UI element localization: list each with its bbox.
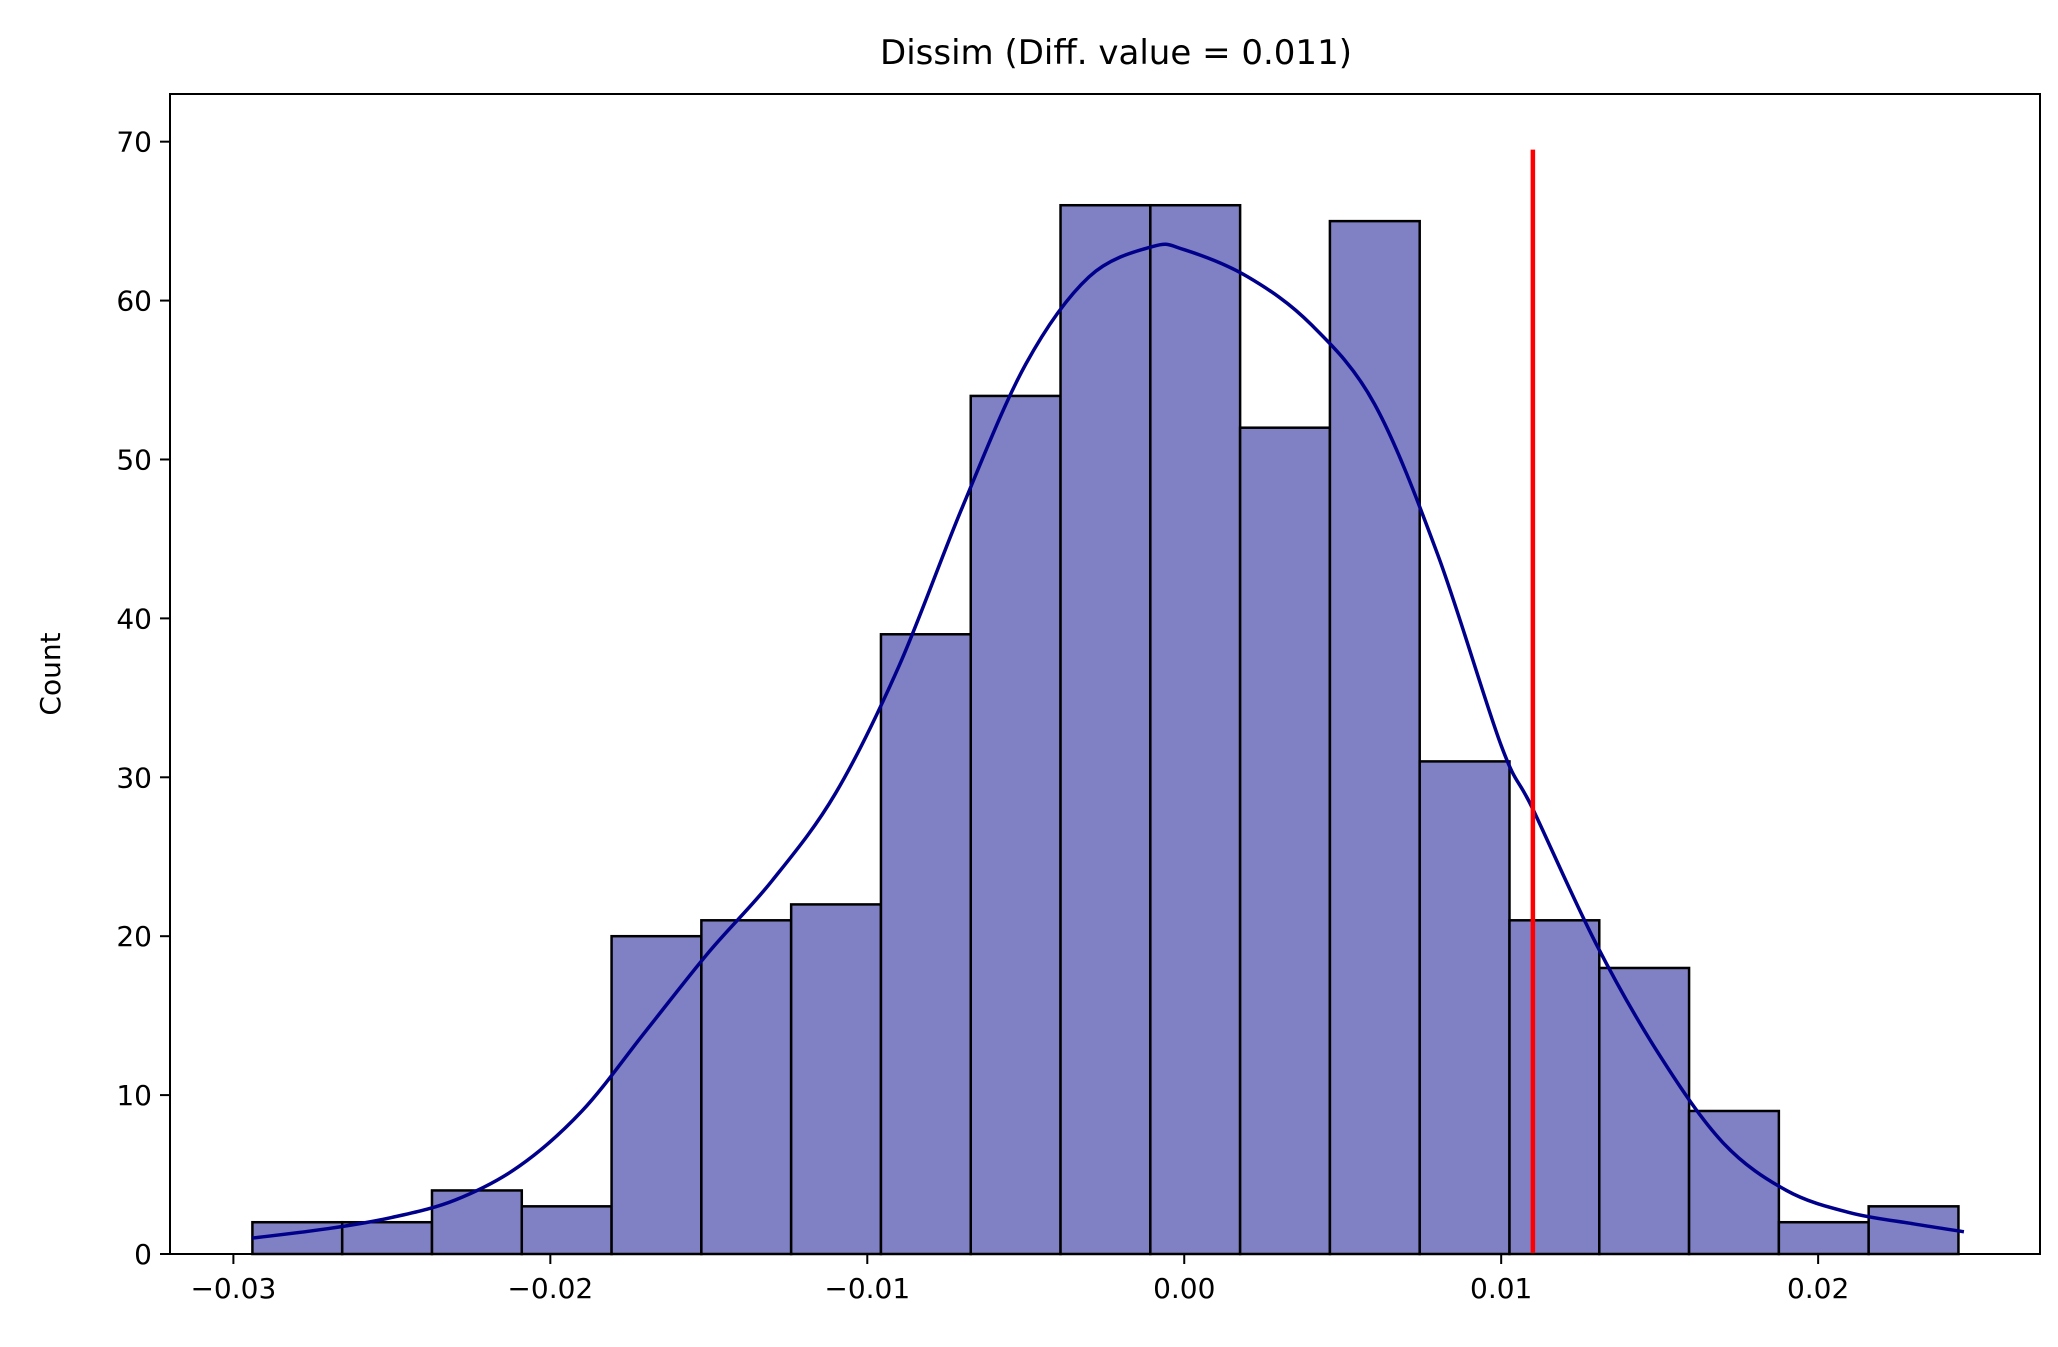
y-tick-label: 0 <box>134 1238 152 1271</box>
histogram-bar <box>1687 1109 1781 1256</box>
histogram-bar <box>1508 919 1601 1256</box>
histogram-bar <box>1238 426 1332 1256</box>
histogram-bar <box>1777 1220 1870 1256</box>
histogram-bar <box>1598 966 1691 1256</box>
histogram-bar <box>969 394 1062 1256</box>
x-tick-label: −0.03 <box>190 1272 276 1305</box>
bars-layer <box>251 203 1960 1256</box>
kde-curve <box>252 242 1965 1240</box>
chart-title: Dissim (Diff. value = 0.011) <box>880 33 1352 73</box>
y-tick-label: 30 <box>116 761 152 794</box>
x-axis: −0.03 −0.02 −0.01 0.00 0.01 0.02 <box>190 1254 1849 1305</box>
x-tick-label: 0.02 <box>1787 1272 1849 1305</box>
histogram-bar <box>340 1220 434 1256</box>
y-tick-label: 20 <box>116 920 152 953</box>
y-tick-label: 40 <box>116 602 152 635</box>
y-tick-label: 10 <box>116 1079 152 1112</box>
kde-layer <box>252 242 1965 1240</box>
histogram-bar <box>430 1189 524 1256</box>
histogram-bar <box>1149 203 1242 1256</box>
plot-frame <box>169 93 2041 1255</box>
x-tick-label: 0.01 <box>1470 1272 1532 1305</box>
y-tick-label: 50 <box>116 443 152 476</box>
histogram-bar <box>879 633 972 1256</box>
x-tick-label: 0.00 <box>1153 1272 1215 1305</box>
y-tick-label: 70 <box>116 126 152 159</box>
x-tick-label: −0.01 <box>824 1272 910 1305</box>
y-axis-label: Count <box>34 632 67 715</box>
histogram-bar <box>520 1205 613 1256</box>
histogram-bar <box>700 919 793 1256</box>
y-axis: 0 10 20 30 40 50 60 70 <box>116 126 170 1271</box>
x-tick-label: −0.02 <box>507 1272 593 1305</box>
histogram-bar <box>1328 219 1421 1256</box>
y-tick-label: 60 <box>116 285 152 318</box>
histogram-bar <box>1059 203 1152 1256</box>
histogram-bar <box>610 934 703 1256</box>
histogram-bar <box>789 903 883 1256</box>
histogram-bar <box>1418 760 1511 1256</box>
